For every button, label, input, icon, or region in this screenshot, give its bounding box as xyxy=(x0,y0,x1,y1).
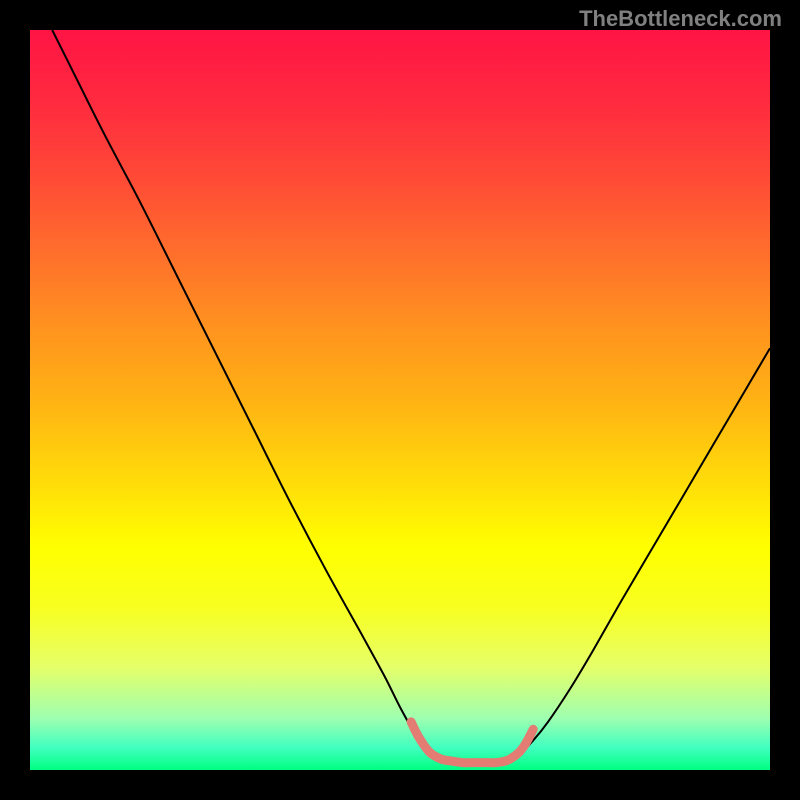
watermark-text: TheBottleneck.com xyxy=(579,6,782,32)
gradient-background xyxy=(30,30,770,770)
chart-svg xyxy=(30,30,770,770)
plot-area xyxy=(30,30,770,770)
